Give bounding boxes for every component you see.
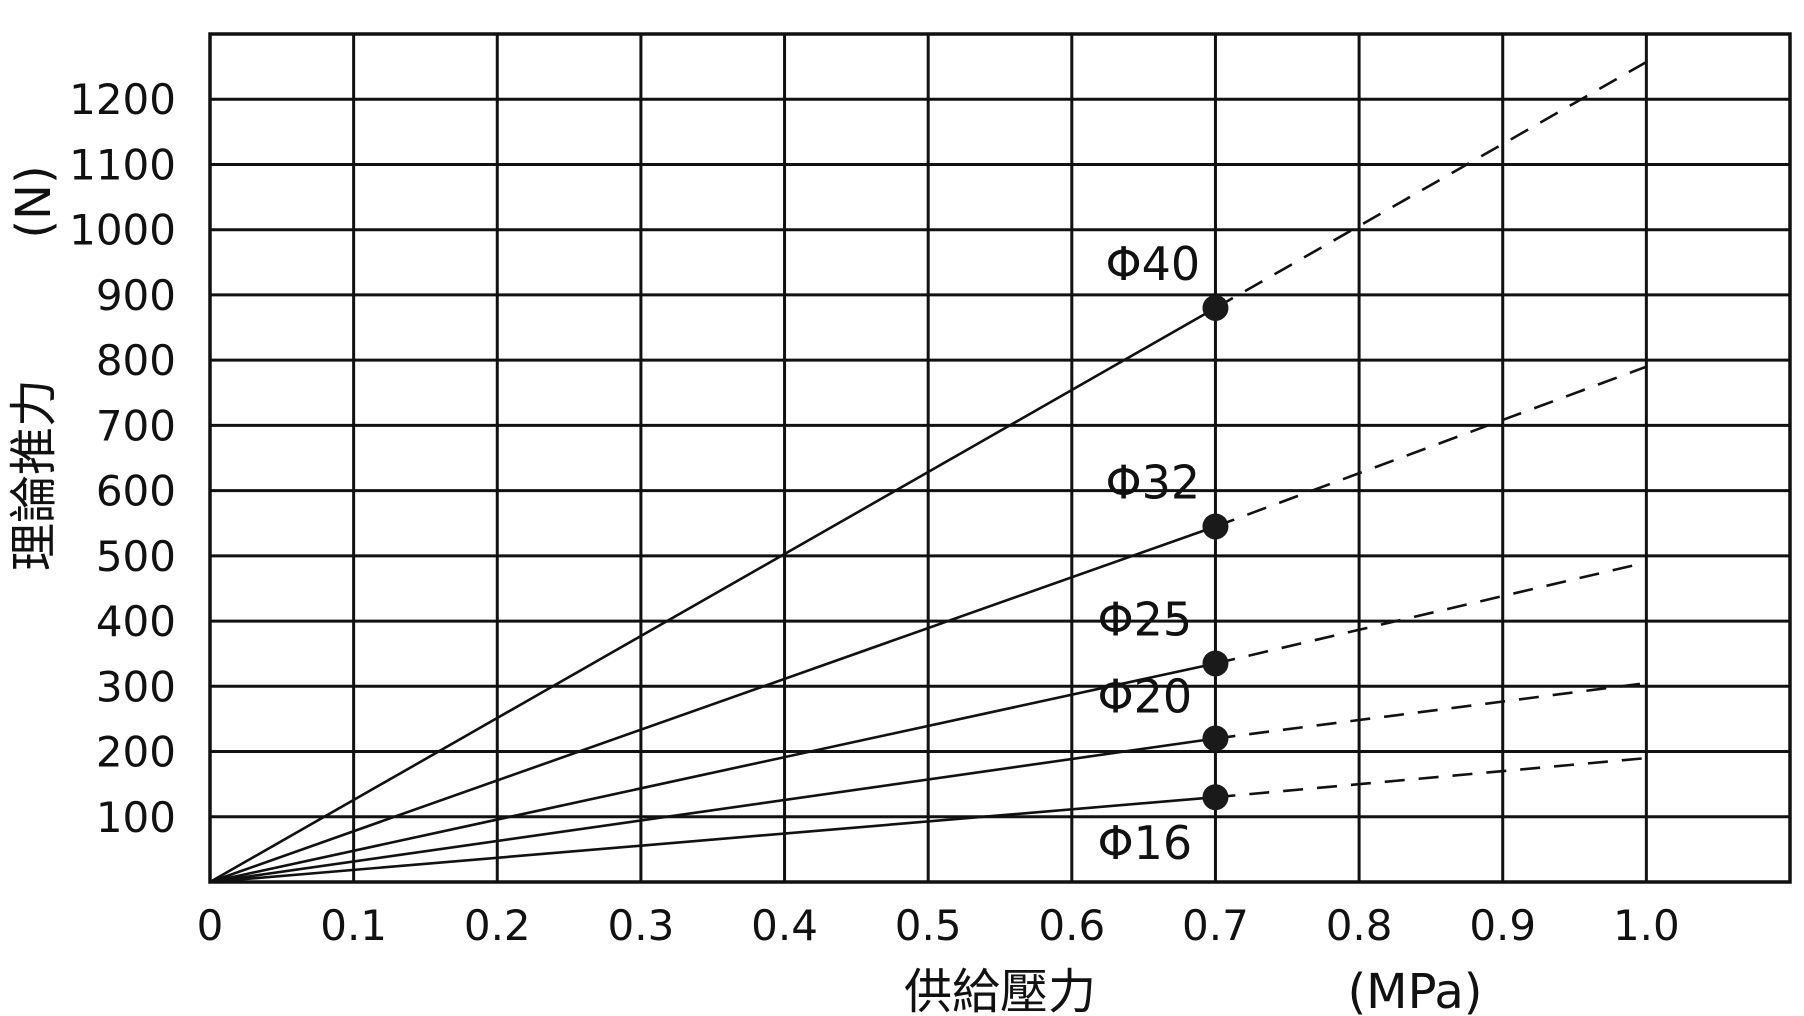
x-tick-label: 0.7	[1182, 901, 1249, 950]
data-point-phi25	[1202, 650, 1229, 677]
series-extension-phi40	[1214, 60, 1648, 310]
x-tick-label: 0.2	[464, 901, 531, 950]
data-point-phi32	[1202, 513, 1229, 540]
y-tick-label: 500	[96, 532, 176, 581]
data-point-phi40	[1202, 294, 1229, 321]
series-extension-phi20	[1215, 681, 1647, 740]
series-extension-phi32	[1215, 365, 1647, 528]
y-tick-label: 900	[96, 271, 176, 320]
data-point-phi16	[1202, 784, 1229, 811]
y-tick-label: 400	[96, 597, 176, 646]
y-tick-label: 100	[96, 793, 176, 842]
x-tick-label: 0	[197, 901, 224, 950]
y-axis-ticks: 100 200 300 400 500 600 700 800 900 1000 1100 1200	[69, 75, 176, 842]
y-tick-label: 700	[96, 401, 176, 450]
series-lines	[209, 60, 1648, 884]
series-label-phi25: Φ25	[1097, 592, 1192, 646]
series-label-phi32: Φ32	[1105, 455, 1200, 509]
y-tick-label: 200	[96, 728, 176, 777]
y-tick-label: 1200	[69, 75, 176, 124]
y-tick-label: 1100	[69, 140, 176, 189]
series-line-phi16	[209, 795, 1216, 884]
y-axis-title: 理論推力	[6, 379, 62, 571]
series-labels: Φ40 Φ32 Φ25 Φ20 Φ16	[1097, 237, 1200, 870]
series-line-phi25	[209, 662, 1216, 884]
x-axis-unit: (MPa)	[1347, 964, 1482, 1016]
y-tick-label: 800	[96, 336, 176, 385]
x-tick-label: 0.6	[1038, 901, 1105, 950]
series-line-phi32	[209, 525, 1216, 884]
series-line-phi20	[209, 737, 1216, 884]
plot-frame	[208, 32, 1792, 884]
y-tick-label: 300	[96, 662, 176, 711]
x-axis-title: 供給壓力	[904, 964, 1096, 1016]
series-line-phi40	[209, 306, 1217, 884]
x-tick-label: 0.1	[320, 901, 387, 950]
series-label-phi40: Φ40	[1105, 237, 1200, 291]
y-tick-label: 600	[96, 467, 176, 516]
x-tick-label: 0.4	[751, 901, 818, 950]
series-label-phi20: Φ20	[1097, 669, 1192, 723]
x-tick-label: 0.5	[895, 901, 962, 950]
grid	[210, 34, 1790, 882]
x-axis-ticks: 0 0.1 0.2 0.3 0.4 0.5 0.6 0.7 0.8 0.9 1.0	[197, 901, 1680, 950]
y-tick-label: 1000	[69, 206, 176, 255]
y-axis-unit: (N)	[6, 165, 62, 238]
x-tick-label: 0.9	[1469, 901, 1536, 950]
x-tick-label: 0.8	[1326, 901, 1393, 950]
x-tick-label: 0.3	[608, 901, 675, 950]
data-point-phi20	[1202, 725, 1229, 752]
series-extension-phi25	[1215, 561, 1647, 665]
series-label-phi16: Φ16	[1097, 816, 1192, 870]
x-tick-label: 1.0	[1613, 901, 1680, 950]
series-extension-phi16	[1215, 756, 1647, 799]
data-points	[1202, 294, 1229, 811]
